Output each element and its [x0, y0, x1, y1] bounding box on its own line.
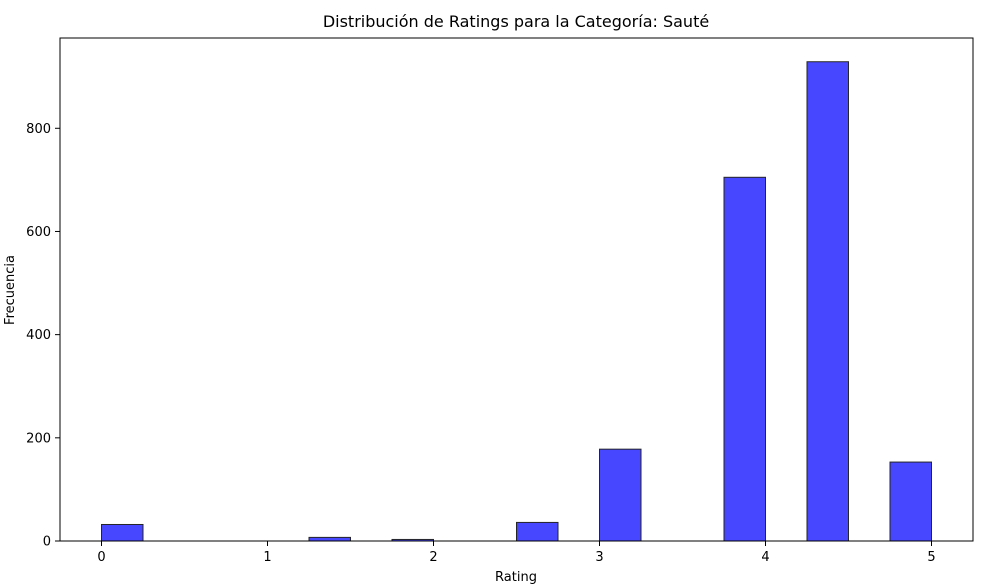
x-tick-label: 2 — [429, 550, 437, 565]
y-tick-label: 200 — [26, 431, 51, 446]
histogram-bar — [599, 448, 642, 542]
histogram-bar — [308, 536, 351, 542]
x-tick-label: 0 — [97, 550, 105, 565]
bars-group — [101, 61, 932, 542]
y-tick-label: 600 — [26, 225, 51, 240]
x-tick-label: 1 — [263, 550, 271, 565]
x-tick-label: 5 — [927, 550, 935, 565]
y-axis-label: Frecuencia — [3, 255, 18, 325]
histogram-bar — [806, 61, 849, 542]
y-axis-ticks: 0 200 400 600 800 — [26, 122, 60, 550]
y-tick-label: 800 — [26, 122, 51, 137]
y-tick-label: 400 — [26, 328, 51, 343]
x-axis-ticks: 0 1 2 3 4 5 — [97, 541, 936, 565]
x-tick-label: 4 — [761, 550, 769, 565]
chart-title: Distribución de Ratings para la Categorí… — [323, 12, 709, 31]
y-tick-label: 0 — [43, 535, 51, 550]
plot-frame — [59, 37, 974, 542]
x-tick-label: 3 — [595, 550, 603, 565]
histogram-bar — [723, 176, 766, 542]
histogram-bar — [516, 521, 559, 542]
histogram-bar — [889, 461, 932, 542]
x-axis-label: Rating — [495, 570, 537, 585]
histogram-bar — [101, 523, 144, 542]
